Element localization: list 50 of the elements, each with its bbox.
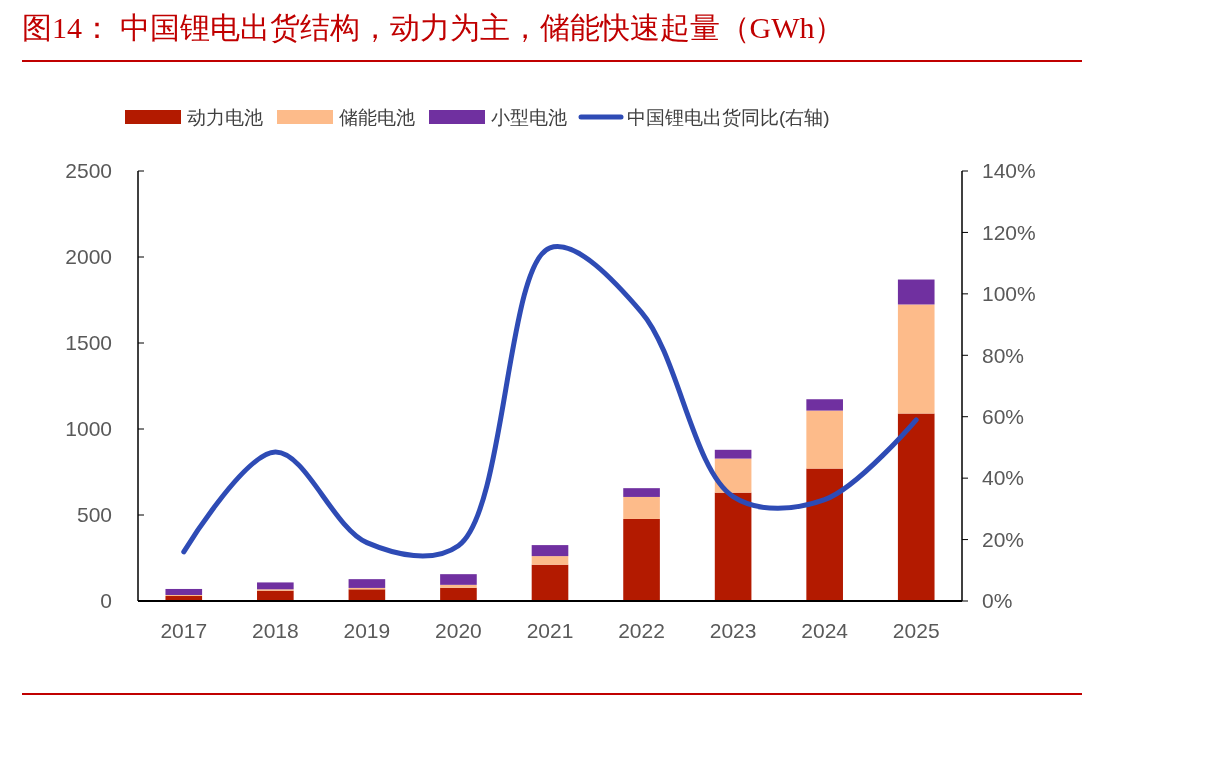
bar — [714, 458, 752, 493]
bar — [165, 588, 203, 595]
bar — [806, 410, 843, 469]
x-tick-label: 2023 — [709, 619, 757, 643]
bar — [714, 492, 752, 601]
bar — [714, 449, 752, 459]
bar — [897, 413, 935, 601]
y2-tick-label: 0% — [982, 589, 1013, 613]
bar — [348, 589, 386, 601]
bar — [531, 556, 569, 565]
y-tick-label: 0 — [100, 589, 112, 613]
x-tick-label: 2020 — [435, 619, 482, 643]
bar — [897, 279, 935, 305]
y-tick-label: 1000 — [65, 417, 112, 441]
y-tick-label: 1500 — [65, 331, 112, 355]
bar — [531, 545, 569, 557]
x-tick-label: 2021 — [526, 619, 574, 643]
x-tick-label: 2024 — [801, 619, 849, 643]
x-tick-label: 2025 — [892, 619, 940, 643]
y2-tick-label: 20% — [982, 527, 1025, 551]
y-tick-label: 500 — [76, 503, 112, 527]
bar — [440, 574, 477, 585]
legend-label: 小型电池 — [491, 106, 567, 128]
x-tick-label: 2019 — [343, 619, 391, 643]
y2-tick-label: 80% — [982, 343, 1025, 367]
bar — [623, 496, 660, 519]
bar — [257, 582, 294, 590]
legend-label: 中国锂电出货同比(右轴) — [627, 106, 830, 128]
bar — [440, 584, 477, 588]
x-tick-label: 2017 — [160, 619, 208, 643]
bar — [806, 468, 843, 601]
y-tick-label: 2000 — [65, 245, 112, 269]
y2-tick-label: 140% — [982, 159, 1036, 183]
legend-label: 动力电池 — [187, 106, 263, 128]
x-tick-label: 2022 — [618, 619, 665, 643]
x-tick-label: 2018 — [251, 619, 299, 643]
y2-tick-label: 120% — [982, 220, 1036, 244]
bar — [623, 518, 660, 601]
y-tick-label: 2500 — [65, 159, 112, 183]
y2-tick-label: 100% — [982, 282, 1036, 306]
bar — [806, 399, 843, 411]
bar — [623, 488, 660, 497]
bar — [440, 587, 477, 601]
y2-tick-label: 40% — [982, 466, 1025, 490]
chart-title: 图14： 中国锂电出货结构，动力为主，储能快速起量（GWh） — [22, 11, 845, 44]
legend-label: 储能电池 — [339, 106, 415, 128]
bar — [348, 579, 386, 588]
bar — [897, 304, 935, 414]
bar — [531, 564, 569, 601]
y2-tick-label: 60% — [982, 405, 1025, 429]
